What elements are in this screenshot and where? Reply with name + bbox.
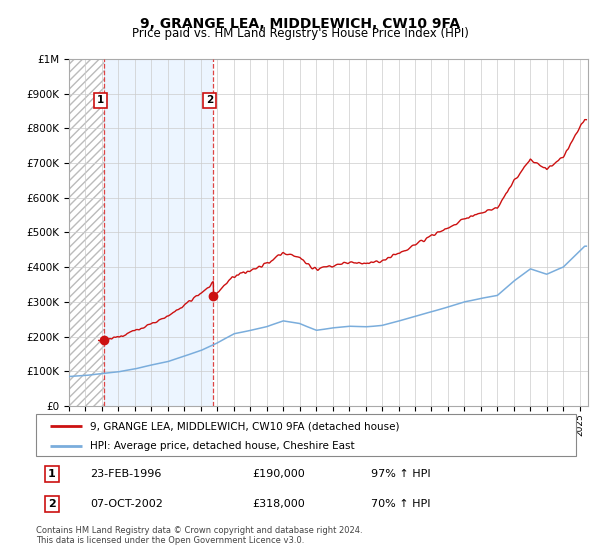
- Text: 1: 1: [97, 95, 104, 105]
- Bar: [104, 59, 214, 406]
- Text: 23-FEB-1996: 23-FEB-1996: [90, 469, 161, 479]
- Text: 1: 1: [48, 469, 56, 479]
- Text: 9, GRANGE LEA, MIDDLEWICH, CW10 9FA (detached house): 9, GRANGE LEA, MIDDLEWICH, CW10 9FA (det…: [90, 421, 400, 431]
- Bar: [69, 59, 104, 406]
- Text: £318,000: £318,000: [252, 500, 305, 509]
- Text: Price paid vs. HM Land Registry's House Price Index (HPI): Price paid vs. HM Land Registry's House …: [131, 27, 469, 40]
- FancyBboxPatch shape: [36, 414, 576, 456]
- Text: 97% ↑ HPI: 97% ↑ HPI: [371, 469, 430, 479]
- Text: Contains HM Land Registry data © Crown copyright and database right 2024.: Contains HM Land Registry data © Crown c…: [36, 526, 362, 535]
- Text: 2: 2: [48, 500, 56, 509]
- Text: £190,000: £190,000: [252, 469, 305, 479]
- Text: 07-OCT-2002: 07-OCT-2002: [90, 500, 163, 509]
- Text: This data is licensed under the Open Government Licence v3.0.: This data is licensed under the Open Gov…: [36, 536, 304, 545]
- Text: 2: 2: [206, 95, 213, 105]
- Text: 70% ↑ HPI: 70% ↑ HPI: [371, 500, 430, 509]
- Text: 9, GRANGE LEA, MIDDLEWICH, CW10 9FA: 9, GRANGE LEA, MIDDLEWICH, CW10 9FA: [140, 17, 460, 31]
- Bar: [214, 59, 588, 406]
- Text: HPI: Average price, detached house, Cheshire East: HPI: Average price, detached house, Ches…: [90, 441, 355, 451]
